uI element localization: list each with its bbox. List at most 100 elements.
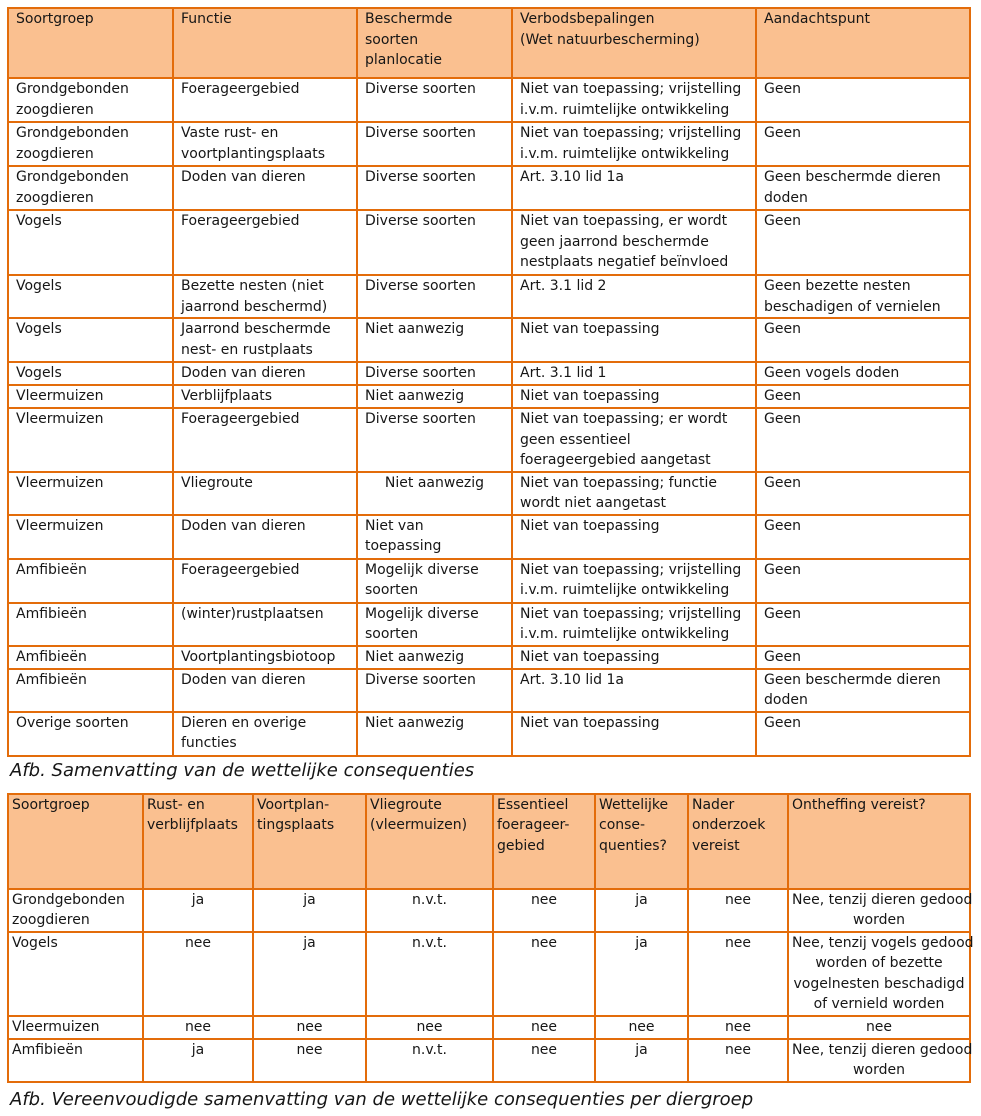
table-row: Vleermuizen Foerageergebied Diverse soorte… <box>7 407 971 473</box>
table-cell: Verblijfplaats <box>172 384 358 409</box>
table-cell: Amfibieën <box>7 667 174 713</box>
table-cell: Diverse soorten <box>356 165 513 211</box>
table-cell: nee <box>687 1014 789 1040</box>
table-cell: Amfibieën <box>7 601 174 647</box>
table-row: Grondgebonden zoogdieren Foerageergebied D… <box>7 77 971 123</box>
table-cell: Niet van toepassing; er wordt geen essen… <box>511 407 757 473</box>
table-cell: Vogels <box>7 317 174 363</box>
table-row: Vogels Foerageergebied Diverse soorten Niet… <box>7 209 971 276</box>
table-cell: (winter)rustplaatsen <box>172 601 358 647</box>
table-cell: Mogelijk diverse soorten <box>356 557 513 604</box>
table-cell: Geen beschermde dieren doden <box>755 667 971 713</box>
table-cell: Diverse soorten <box>356 274 513 319</box>
table-cell: Niet van toepassing <box>511 513 757 560</box>
table-row: Vogels Bezette nesten (niet jaarrond besc… <box>7 274 971 319</box>
table-cell: Vliegroute <box>172 470 358 516</box>
table-row: Grondgebonden zoogdieren Vaste rust- en v… <box>7 121 971 167</box>
table-cell: nee <box>365 1014 494 1040</box>
table-cell: ja <box>142 887 254 933</box>
table-cell: Diverse soorten <box>356 361 513 386</box>
table-cell: Vleermuizen <box>7 384 174 409</box>
table-cell: Diverse soorten <box>356 121 513 167</box>
table-row: Amfibieën Foerageergebied Mogelijk diverse… <box>7 557 971 604</box>
table-cell: Jaarrond beschermde nest- en rustplaats <box>172 317 358 363</box>
table-row: Amfibieën ja nee n.v.t. nee ja nee Nee, tenzij … <box>7 1037 972 1083</box>
caption-table1: Afb. Samenvatting van de wettelijke cons… <box>10 759 475 781</box>
table-cell: Diverse soorten <box>356 77 513 123</box>
header-cell: Voortplan- tingsplaats <box>252 792 367 890</box>
header-cell: Verbodsbepalingen (Wet natuurbescherming… <box>511 7 757 79</box>
table-cell: ja <box>252 930 367 1017</box>
table-cell: nee <box>594 1014 689 1040</box>
table-row: Amfibieën Doden van dieren Diverse soorten… <box>7 667 971 713</box>
caption-table2: Afb. Vereenvoudigde samenvatting van de … <box>10 1088 754 1110</box>
table-cell: nee <box>492 930 596 1017</box>
header-row: Soortgroep Rust- en verblijfplaats Voortpl… <box>7 792 971 890</box>
table-cell: Geen <box>755 209 971 276</box>
table-row: Vogels Doden van dieren Diverse soorten Art… <box>7 361 971 386</box>
table-cell: nee <box>687 887 789 933</box>
table-cell: Geen <box>755 710 971 757</box>
table-cell: Niet van toepassing <box>511 384 757 409</box>
table-row: Grondgebonden zoogdieren ja ja n.v.t. nee ja n… <box>7 887 972 933</box>
table-row: Amfibieën (winter)rustplaatsen Mogelijk di… <box>7 601 971 647</box>
table-row: Vleermuizen Vliegroute Niet aanwezig Niet v… <box>7 470 971 516</box>
table-cell: Doden van dieren <box>172 667 358 713</box>
header-cell: Ontheffing vereist? <box>787 792 971 890</box>
table-cell: nee <box>252 1037 367 1083</box>
table-cell: Art. 3.10 lid 1a <box>511 667 757 713</box>
table-cell: Mogelijk diverse soorten <box>356 601 513 647</box>
table-cell: Foerageergebied <box>172 557 358 604</box>
table-cell: Niet van toepassing; vrijstelling i.v.m.… <box>511 77 757 123</box>
header-cell: Rust- en verblijfplaats <box>142 792 254 890</box>
table-cell: Niet van toepassing; functie wordt niet … <box>511 470 757 516</box>
table-cell: ja <box>142 1037 254 1083</box>
table-cell: ja <box>594 930 689 1017</box>
header-cell: Vliegroute (vleermuizen) <box>365 792 494 890</box>
table-cell: Geen <box>755 557 971 604</box>
table-cell: Dieren en overige functies <box>172 710 358 757</box>
table-cell: Diverse soorten <box>356 407 513 473</box>
table-cell: Niet van toepassing, er wordt geen jaarr… <box>511 209 757 276</box>
table-cell: Geen <box>755 77 971 123</box>
table-cell: n.v.t. <box>365 1037 494 1083</box>
table-cell: Vogels <box>7 361 174 386</box>
table-cell: Overige soorten <box>7 710 174 757</box>
table-cell: n.v.t. <box>365 887 494 933</box>
table-cell: Grondgebonden zoogdieren <box>7 887 144 933</box>
header-cell: Aandachtspunt <box>755 7 971 79</box>
table-cell: Vogels <box>7 930 144 1017</box>
table-cell: nee <box>787 1014 971 1040</box>
table-cell: nee <box>492 1037 596 1083</box>
table-cell: ja <box>252 887 367 933</box>
table-cell: Niet van toepassing <box>356 513 513 560</box>
table-cell: Niet van toepassing; vrijstelling i.v.m.… <box>511 121 757 167</box>
table-cell: Doden van dieren <box>172 361 358 386</box>
table-cell: Grondgebonden zoogdieren <box>7 77 174 123</box>
table-cell: Nee, tenzij vogels gedood worden of beze… <box>787 930 974 1017</box>
table-cell: nee <box>687 930 789 1017</box>
table-cell: Geen bezette nesten beschadigen of verni… <box>755 274 971 319</box>
table-cell: Vleermuizen <box>7 470 174 516</box>
table-cell: Niet van toepassing; vrijstelling i.v.m.… <box>511 601 757 647</box>
table-cell: Vogels <box>7 274 174 319</box>
table-wettelijke-consequenties: Soortgroep Functie Beschermde soorten plan… <box>7 7 971 757</box>
table-cell: Foerageergebied <box>172 209 358 276</box>
table-cell: Art. 3.1 lid 2 <box>511 274 757 319</box>
table-cell: Diverse soorten <box>356 667 513 713</box>
table-cell: Geen <box>755 121 971 167</box>
table-cell: nee <box>142 930 254 1017</box>
table-cell: Vogels <box>7 209 174 276</box>
header-cell: Soortgroep <box>7 792 144 890</box>
table-cell: ja <box>594 887 689 933</box>
table-cell: Amfibieën <box>7 644 174 670</box>
table-cell: Grondgebonden zoogdieren <box>7 121 174 167</box>
table-cell: Foerageergebied <box>172 407 358 473</box>
table-cell: Geen <box>755 384 971 409</box>
table-cell: Geen vogels doden <box>755 361 971 386</box>
table-cell: nee <box>492 887 596 933</box>
table-cell: Niet aanwezig <box>356 710 513 757</box>
table-row: Vogels Jaarrond beschermde nest- en rustp… <box>7 317 971 363</box>
header-row: Soortgroep Functie Beschermde soorten plan… <box>7 7 971 79</box>
table-row: Grondgebonden zoogdieren Doden van dieren… <box>7 165 971 211</box>
